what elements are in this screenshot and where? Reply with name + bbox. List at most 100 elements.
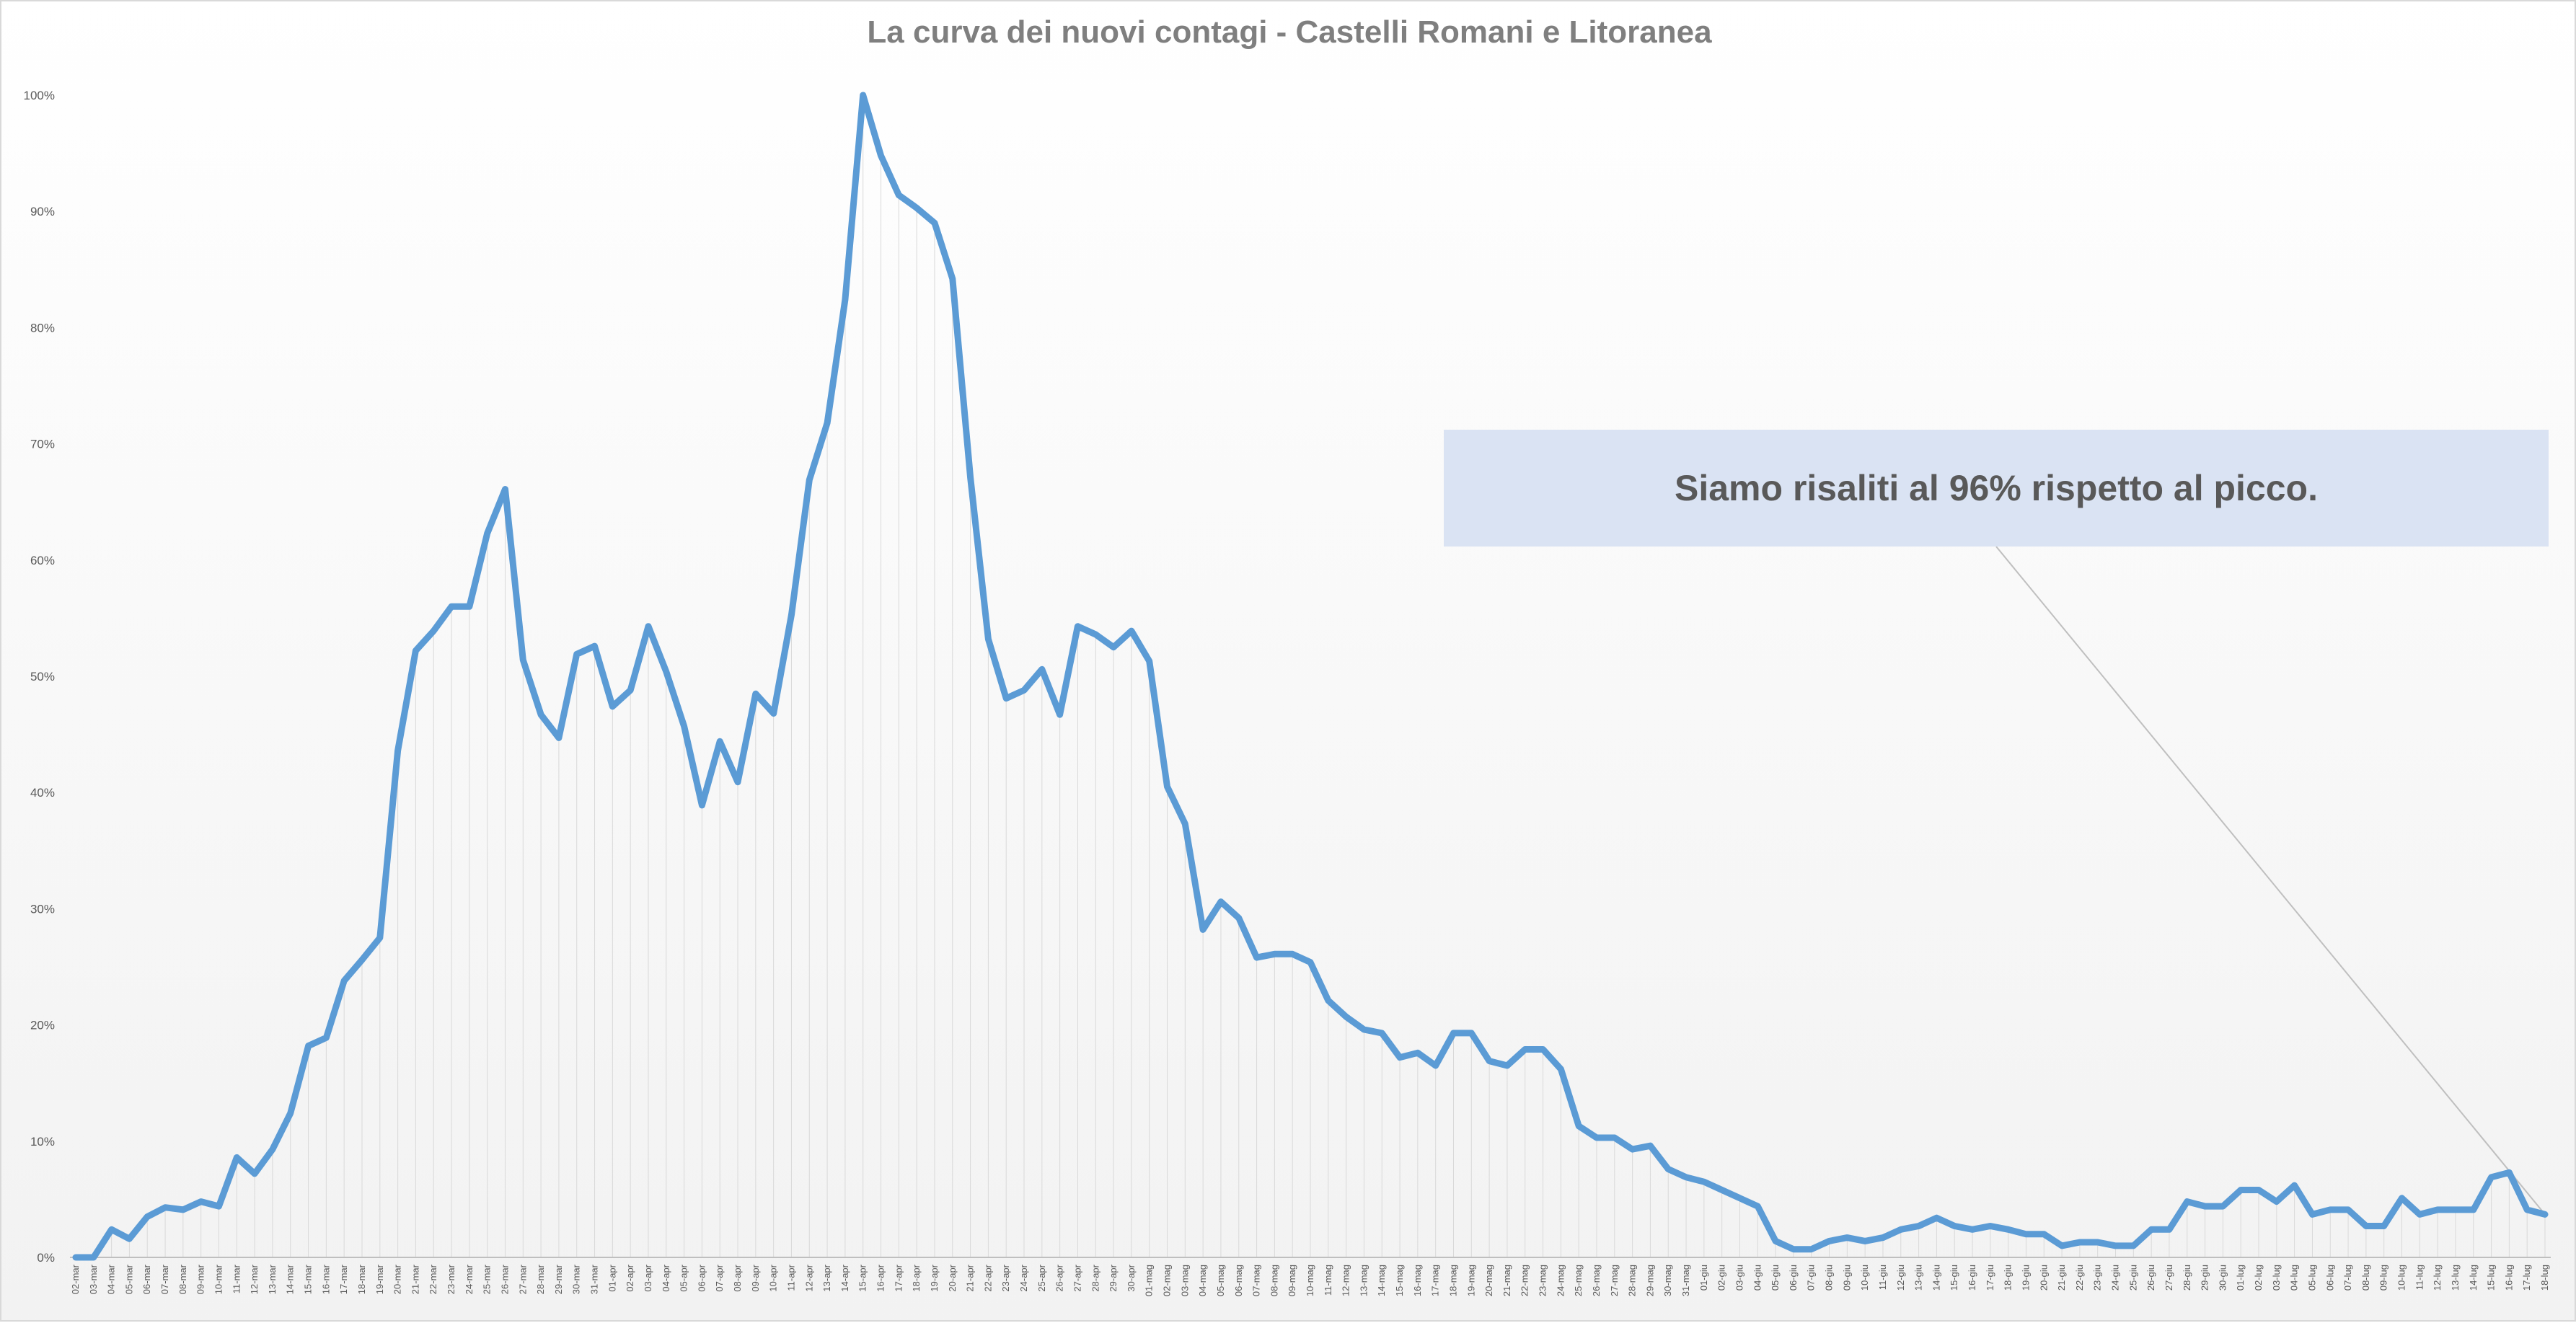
x-tick-label: 17-apr — [893, 1264, 904, 1291]
x-tick-label: 09-mag — [1287, 1265, 1297, 1296]
data-point — [2024, 1231, 2029, 1236]
x-tick-label: 26-mag — [1591, 1265, 1602, 1296]
data-point — [1845, 1235, 1850, 1240]
x-tick-label: 26-mar — [499, 1264, 510, 1294]
y-tick-label: 30% — [30, 902, 55, 916]
data-point — [1272, 952, 1277, 957]
data-point — [771, 711, 776, 716]
data-point — [2363, 1224, 2368, 1229]
data-point — [288, 1111, 293, 1116]
x-tick-label: 29-apr — [1108, 1264, 1119, 1291]
x-tick-label: 21-giu — [2056, 1265, 2067, 1291]
data-point — [878, 153, 883, 158]
x-tick-label: 20-mar — [392, 1264, 403, 1294]
data-point — [306, 1043, 311, 1048]
data-point — [539, 712, 544, 717]
x-tick-label: 17-giu — [1985, 1265, 1995, 1291]
data-point — [91, 1255, 96, 1260]
data-point — [1415, 1050, 1420, 1056]
data-point — [1201, 927, 1206, 932]
x-tick-label: 10-apr — [768, 1264, 779, 1291]
x-tick-label: 19-apr — [929, 1264, 940, 1291]
x-tick-label: 23-mag — [1538, 1265, 1548, 1296]
data-point — [628, 688, 633, 693]
x-tick-label: 12-giu — [1895, 1265, 1906, 1291]
x-tick-label: 14-lug — [2468, 1265, 2479, 1291]
data-point — [1755, 1204, 1760, 1209]
x-tick-label: 20-apr — [947, 1264, 958, 1291]
data-point — [342, 978, 347, 983]
x-tick-label: 13-giu — [1913, 1265, 1924, 1291]
x-tick-label: 03-lug — [2271, 1265, 2282, 1291]
data-point — [395, 748, 400, 753]
data-point — [431, 629, 436, 634]
x-tick-label: 19-giu — [2020, 1265, 2031, 1291]
x-tick-label: 30-mag — [1662, 1265, 1673, 1296]
data-point — [2238, 1187, 2244, 1193]
data-point — [252, 1171, 257, 1176]
x-tick-label: 01-lug — [2235, 1265, 2246, 1291]
x-tick-label: 29-mar — [553, 1264, 564, 1294]
x-tick-label: 24-mag — [1555, 1265, 1566, 1296]
data-point — [1648, 1143, 1653, 1149]
data-point — [180, 1207, 185, 1212]
data-point — [753, 691, 758, 696]
data-point — [1075, 624, 1080, 629]
x-tick-label: 04-apr — [661, 1264, 671, 1291]
x-tick-label: 27-mag — [1609, 1265, 1620, 1296]
data-point — [2095, 1240, 2100, 1245]
data-point — [1988, 1224, 1993, 1229]
data-point — [1630, 1147, 1635, 1152]
data-point — [1809, 1247, 1814, 1252]
x-tick-label: 14-mag — [1376, 1265, 1387, 1296]
x-tick-label: 27-giu — [2163, 1265, 2174, 1291]
data-point — [1594, 1135, 1599, 1140]
data-point — [1827, 1239, 1832, 1244]
data-point — [1165, 784, 1170, 789]
x-tick-label: 07-mag — [1251, 1265, 1262, 1296]
x-tick-label: 14-giu — [1931, 1265, 1941, 1291]
x-tick-label: 27-mar — [517, 1264, 528, 1294]
x-tick-label: 02-lug — [2253, 1265, 2264, 1291]
annotation-callout: Siamo risaliti al 96% rispetto al picco. — [1444, 430, 2549, 547]
x-tick-label: 07-lug — [2342, 1265, 2353, 1291]
data-point — [1970, 1227, 1975, 1232]
data-point — [1308, 960, 1313, 965]
x-tick-label: 05-mag — [1215, 1265, 1226, 1296]
x-tick-label: 09-giu — [1841, 1265, 1852, 1291]
x-tick-label: 26-apr — [1054, 1264, 1065, 1291]
data-point — [2131, 1243, 2136, 1248]
data-point — [503, 487, 508, 492]
data-point — [377, 935, 382, 940]
data-point — [1111, 645, 1116, 650]
data-point — [521, 658, 526, 663]
data-point — [592, 644, 597, 649]
y-axis-ticks: 0% 10% 20% 30% 40% 50% 60% 70% 80% 90% 100% — [24, 89, 55, 1265]
data-point — [1290, 952, 1295, 957]
x-tick-label: 16-mar — [320, 1264, 331, 1294]
x-tick-label: 29-giu — [2200, 1265, 2210, 1291]
data-point — [413, 648, 418, 653]
x-tick-label: 30-apr — [1126, 1264, 1137, 1291]
x-tick-label: 18-apr — [911, 1264, 922, 1291]
x-tick-label: 23-mar — [446, 1264, 456, 1294]
x-tick-label: 11-apr — [785, 1264, 796, 1291]
x-tick-label: 20-giu — [2038, 1265, 2049, 1291]
data-point — [1701, 1180, 1706, 1185]
x-tick-label: 03-mar — [88, 1264, 99, 1294]
x-tick-label: 23-apr — [1000, 1264, 1011, 1291]
data-point — [1487, 1058, 1492, 1063]
x-tick-label: 09-mar — [195, 1264, 206, 1294]
data-point — [1398, 1055, 1403, 1060]
data-point — [1719, 1187, 1724, 1193]
data-point — [1916, 1224, 1921, 1229]
x-tick-label: 12-mar — [249, 1264, 260, 1294]
data-point — [2489, 1174, 2494, 1180]
data-point — [645, 624, 650, 629]
data-point — [1039, 667, 1044, 672]
data-point — [682, 724, 687, 729]
x-tick-label: 08-mag — [1269, 1265, 1279, 1296]
data-point — [2417, 1212, 2422, 1217]
x-tick-label: 04-mar — [106, 1264, 117, 1294]
